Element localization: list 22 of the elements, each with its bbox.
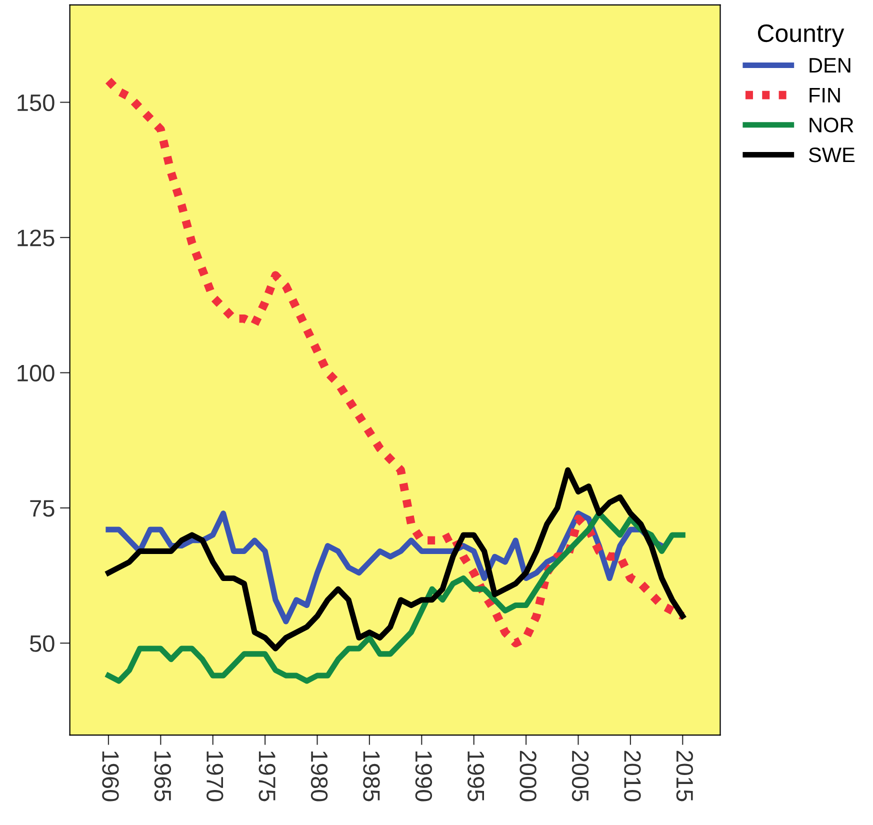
legend-title: Country [758, 24, 844, 48]
x-tick-label: 1980 [310, 751, 328, 802]
legend-label: NOR [810, 118, 854, 132]
legend-label: DEN [810, 58, 850, 73]
x-tick-label: 1990 [415, 751, 432, 802]
y-tick-label: 150 [18, 94, 54, 112]
x-tick-label: 2000 [520, 750, 536, 802]
x-tick-label: 2005 [572, 750, 589, 802]
y-tick-label: 125 [18, 230, 54, 246]
y-tick-label: 50 [30, 635, 54, 652]
x-tick-label: 2010 [624, 750, 641, 802]
legend-label: SWE [808, 147, 855, 162]
x-tick-label: 1970 [206, 751, 224, 802]
y-tick-label: 100 [18, 364, 54, 382]
x-tick-label: 1965 [154, 751, 172, 802]
x-tick-label: 2015 [676, 750, 694, 802]
y-tick-label: 75 [30, 500, 54, 517]
legend-label: FIN [810, 88, 840, 102]
x-tick-label: 1985 [363, 751, 380, 802]
x-tick-label: 1975 [258, 751, 276, 802]
x-tick-label: 1995 [468, 751, 484, 802]
x-tick-label: 1960 [102, 751, 119, 802]
